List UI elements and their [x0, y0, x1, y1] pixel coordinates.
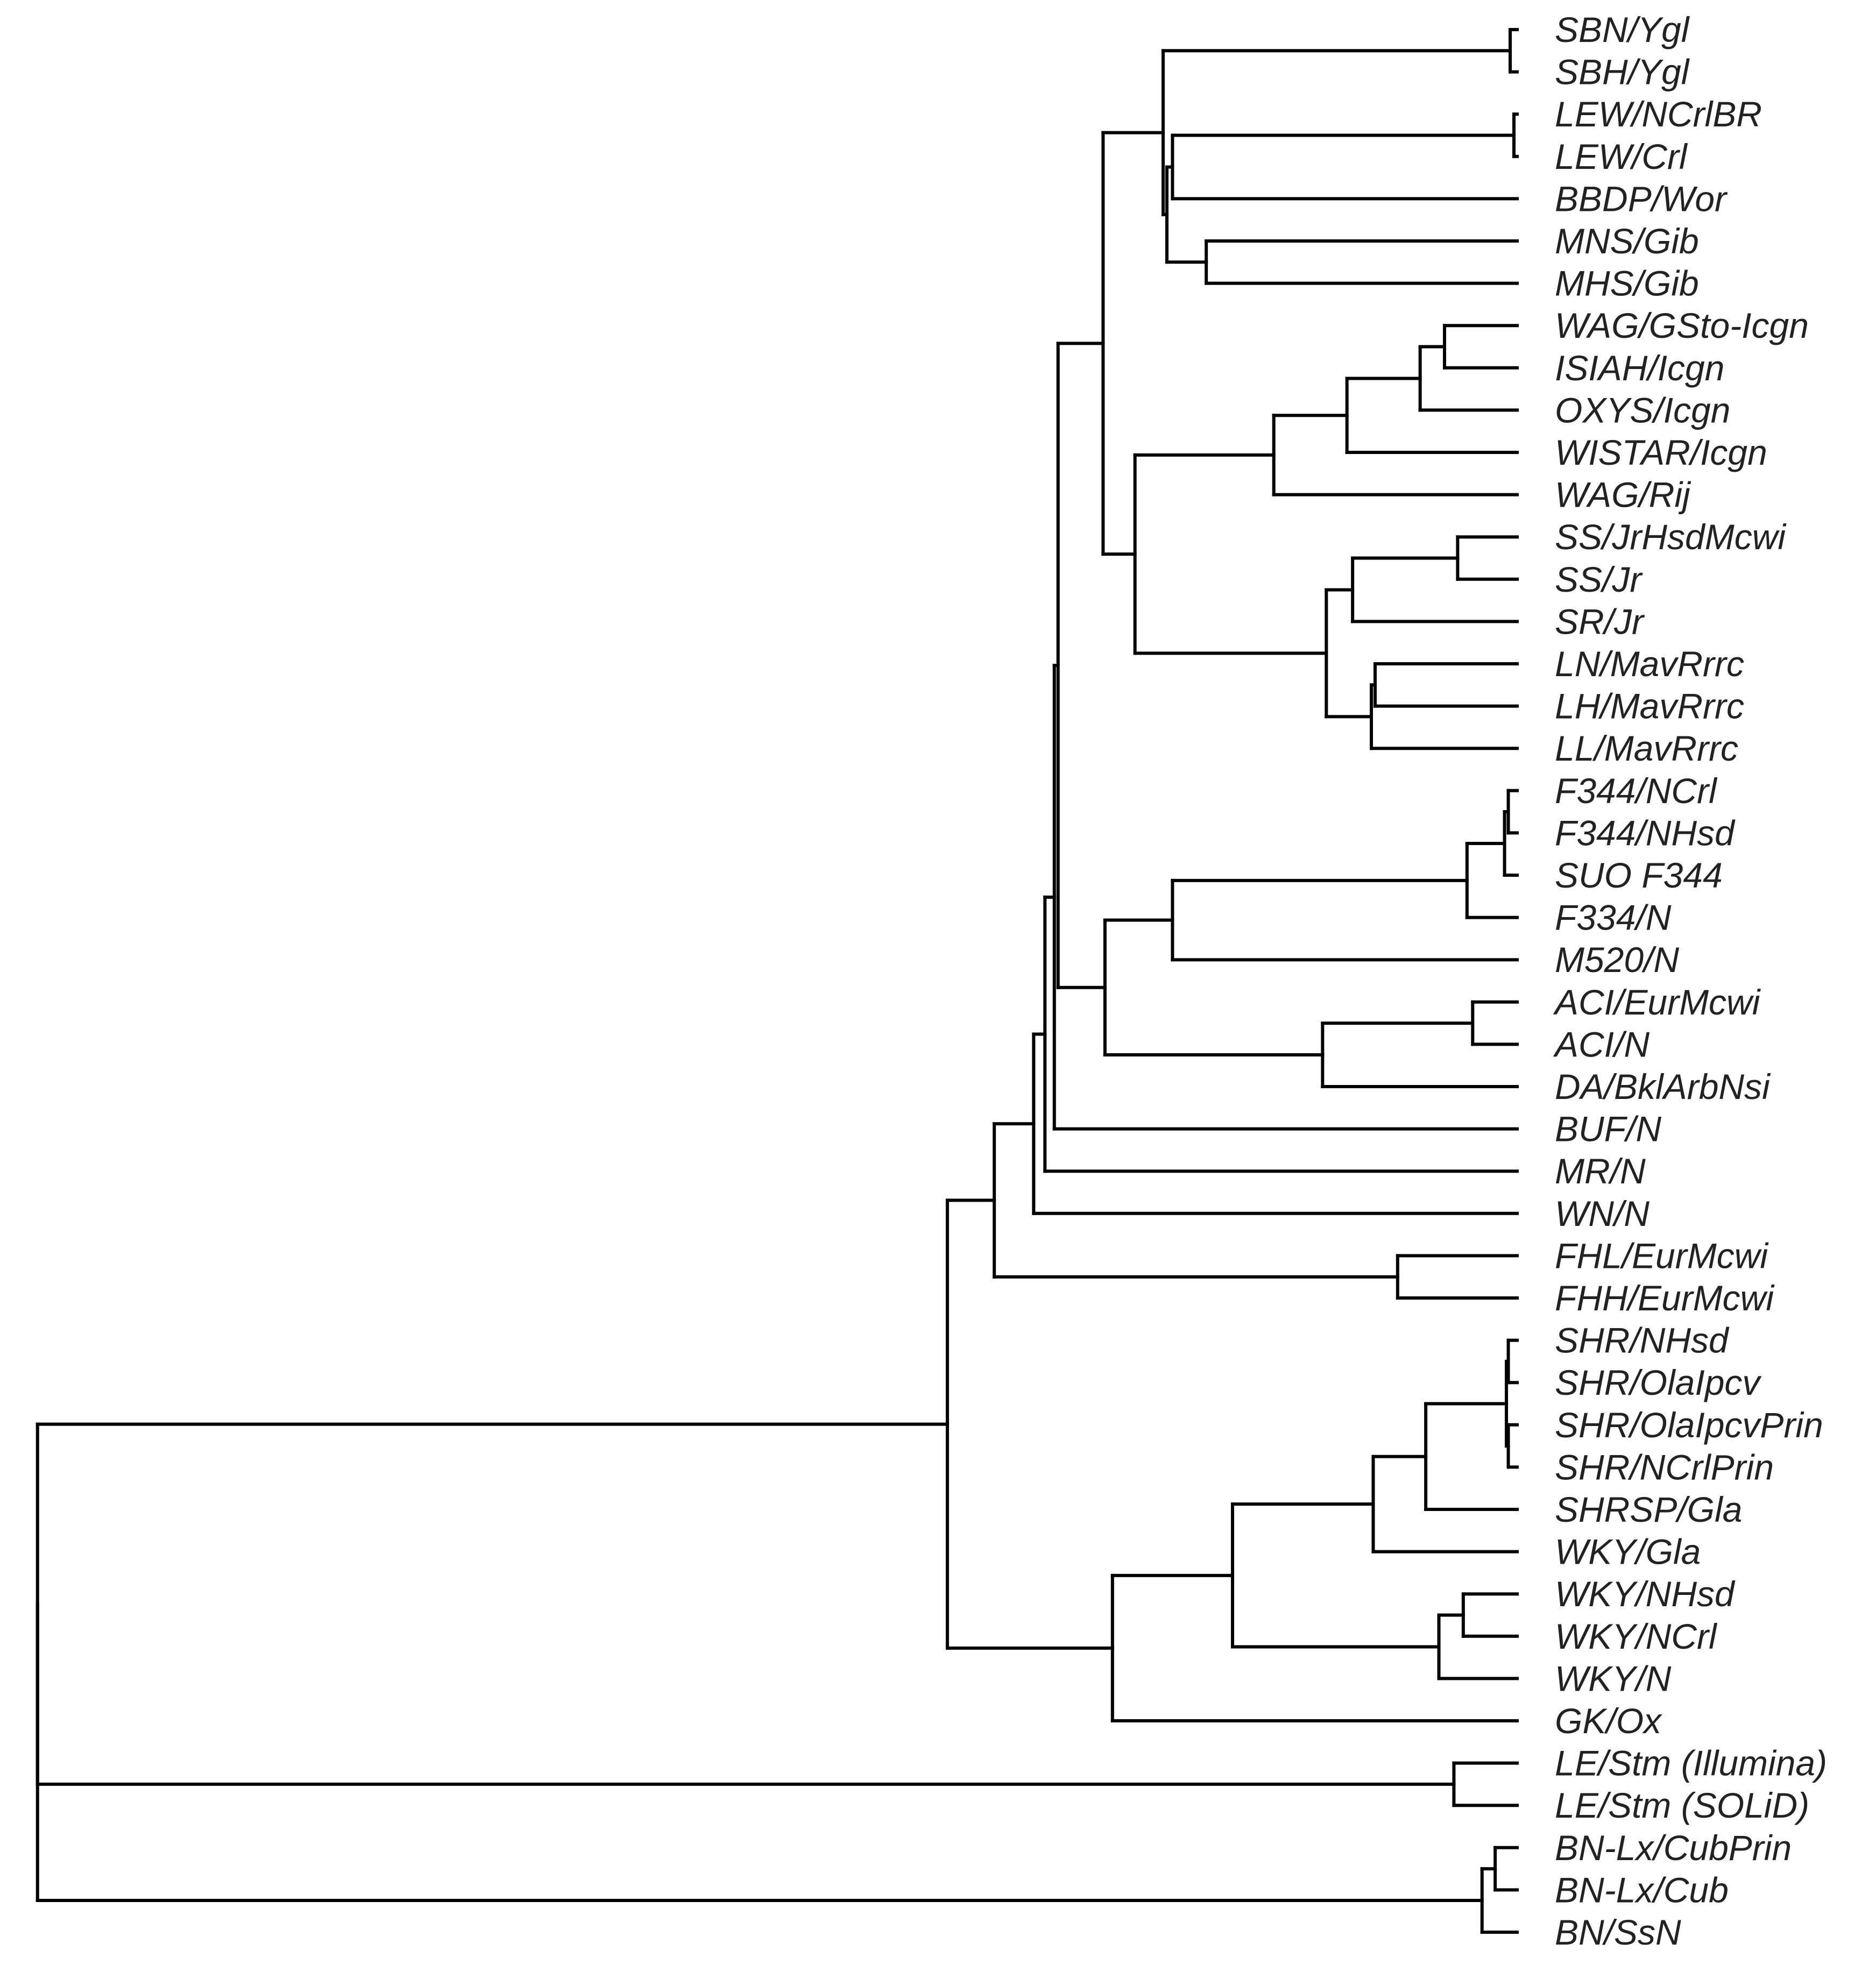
leaf-label: BBDP/Wor: [1555, 179, 1728, 218]
leaf-label: LL/MavRrrc: [1555, 728, 1738, 768]
leaf-label: WISTAR/Icgn: [1555, 432, 1767, 472]
leaf-label: FHH/EurMcwi: [1555, 1278, 1775, 1318]
leaf-label: F334/N: [1555, 898, 1672, 938]
leaf-label: LN/MavRrrc: [1555, 644, 1744, 684]
leaf-label: SUO F344: [1555, 855, 1723, 895]
leaf-label: LEW/NCrlBR: [1555, 94, 1762, 134]
leaf-label: MHS/Gib: [1555, 264, 1699, 303]
leaf-label: GK/Ox: [1555, 1701, 1662, 1741]
leaf-label: BUF/N: [1555, 1109, 1661, 1149]
leaf-label: BN-Lx/CubPrin: [1555, 1828, 1792, 1868]
leaf-label: SHRSP/Gla: [1555, 1489, 1742, 1529]
leaf-label: LE/Stm (Illumina): [1555, 1743, 1827, 1783]
leaf-label: WN/N: [1555, 1194, 1650, 1233]
leaf-label: WKY/NCrl: [1555, 1616, 1718, 1656]
leaf-label: FHL/EurMcwi: [1555, 1236, 1769, 1275]
leaf-label: SBN/Ygl: [1555, 10, 1690, 49]
leaf-label: SHR/NHsd: [1555, 1321, 1730, 1360]
leaf-label: WKY/NHsd: [1555, 1574, 1736, 1614]
leaf-label: LE/Stm (SOLiD): [1555, 1785, 1809, 1825]
leaf-label: DA/BklArbNsi: [1555, 1067, 1771, 1106]
leaf-label: F344/NCrl: [1555, 771, 1718, 811]
leaf-label: ISIAH/Icgn: [1555, 348, 1724, 388]
leaf-label: ACI/N: [1553, 1024, 1650, 1064]
leaf-label: WAG/Rij: [1555, 475, 1691, 515]
leaf-label: MR/N: [1555, 1151, 1646, 1191]
leaf-label: BN/SsN: [1555, 1912, 1681, 1952]
leaf-label: MNS/Gib: [1555, 221, 1699, 261]
leaf-label: SS/JrHsdMcwi: [1555, 517, 1787, 557]
leaf-label: M520/N: [1555, 940, 1679, 980]
leaf-label: F344/NHsd: [1555, 813, 1736, 853]
leaf-label: SR/Jr: [1555, 601, 1645, 641]
leaf-label: SS/Jr: [1555, 559, 1643, 599]
leaf-label: OXYS/Icgn: [1555, 390, 1731, 430]
leaf-label: SHR/OlaIpcvPrin: [1555, 1405, 1823, 1445]
leaf-label: WAG/GSto-Icgn: [1555, 306, 1809, 345]
leaf-label: SHR/NCrlPrin: [1555, 1447, 1774, 1487]
leaf-label: SHR/OlaIpcv: [1555, 1363, 1762, 1402]
leaf-label: LH/MavRrrc: [1555, 686, 1744, 726]
leaf-label: BN-Lx/Cub: [1555, 1870, 1729, 1910]
leaf-label: SBH/Ygl: [1555, 52, 1690, 92]
leaf-label: WKY/N: [1555, 1658, 1672, 1698]
leaf-label: LEW/Crl: [1555, 137, 1688, 176]
leaf-label: WKY/Gla: [1555, 1532, 1701, 1572]
leaf-label: ACI/EurMcwi: [1553, 982, 1761, 1022]
dendrogram-branches: [36, 28, 1519, 1934]
strain-labels: SBN/YglSBH/YglLEW/NCrlBRLEW/CrlBBDP/WorM…: [1553, 10, 1827, 1952]
